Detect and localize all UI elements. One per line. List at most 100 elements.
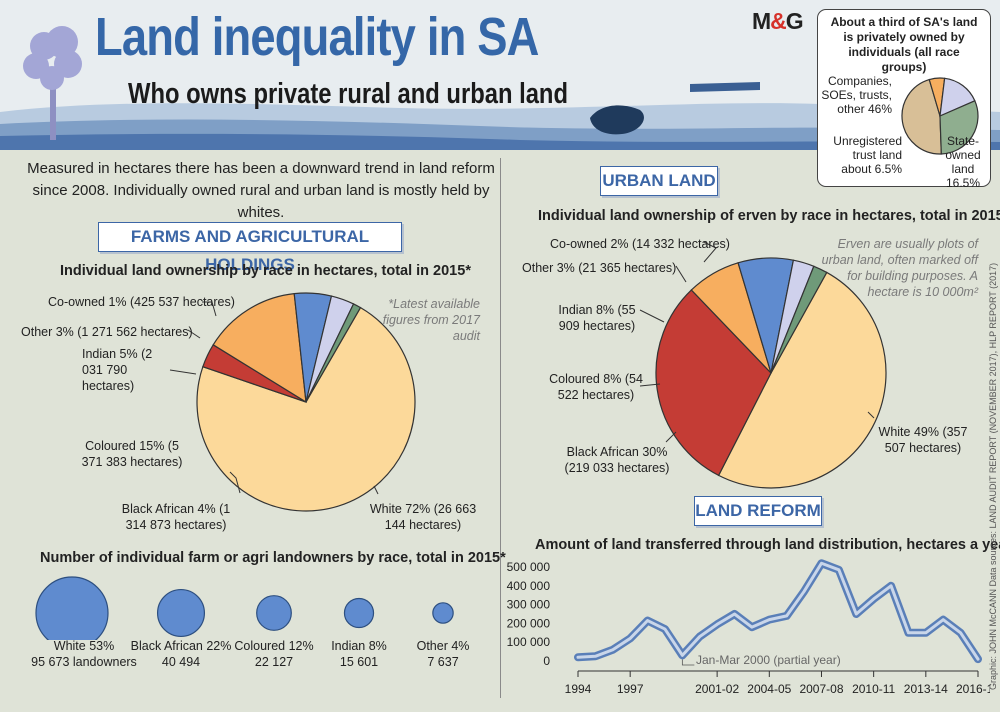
farms-section-title: FARMS AND AGRICULTURAL HOLDINGS <box>98 222 402 274</box>
farms-slice-white <box>196 306 416 512</box>
farms-slice-co-owned <box>305 303 362 403</box>
farms-leader-lines <box>169 301 379 495</box>
urban-chart-title: Individual land ownership of erven by ra… <box>538 208 1000 224</box>
urban-label-black: Black African 30% (219 033 hectares) <box>564 445 670 475</box>
farms-label-black: Black African 4% (1 314 873 hectares) <box>121 502 231 532</box>
page-subtitle: Who owns private rural and urban land <box>128 78 568 110</box>
landowner-label-coloured: Coloured 12% 22 127 <box>234 639 314 669</box>
inset-pie-chart <box>901 77 979 155</box>
farms-note: *Latest available figures from 2017 audi… <box>382 297 480 343</box>
data-point <box>698 635 701 638</box>
bubble-other <box>432 602 454 624</box>
intro-text: Measured in hectares there has been a do… <box>27 160 495 221</box>
farms-label-other: Other 3% (1 271 562 hectares) <box>21 325 193 339</box>
page-title: Land inequality in SA <box>95 7 539 67</box>
data-point <box>924 631 928 634</box>
urban-slice-co-owned <box>770 265 828 374</box>
x-tick-label: 2010-11 <box>852 682 895 696</box>
x-tick-label: 2007-08 <box>799 682 843 696</box>
data-point <box>646 619 649 622</box>
reform-annotation: Jan-Mar 2000 (partial year) <box>696 653 841 667</box>
x-tick-label: 2001-02 <box>695 682 739 696</box>
bubble-coloured <box>256 595 292 631</box>
data-point <box>576 656 580 659</box>
data-point <box>715 623 719 626</box>
tree-illustration <box>23 26 82 140</box>
farms-pie-chart <box>169 292 416 512</box>
reform-line-chart: 0 100 000 200 000 300 000 400 000 500 000 1994… <box>507 559 990 696</box>
landowner-label-black: Black African 22% 40 494 <box>130 639 232 669</box>
data-point <box>942 618 945 621</box>
x-tick-label: 1997 <box>617 682 644 696</box>
urban-label-coloured: Coloured 8% (54 522 hectares) <box>549 372 643 402</box>
series-line-outer <box>574 559 982 664</box>
y-tick-label: 500 000 <box>507 560 551 574</box>
source-credit: Graphic: JOHN McCANN Data sources: LAND … <box>988 262 998 690</box>
x-tick-label: 2004-05 <box>747 682 791 696</box>
inset-ownership-box: About a third of SA's land is privately … <box>817 9 991 190</box>
urban-label-other: Other 3% (21 365 hectares) <box>522 261 677 275</box>
inset-slice-companies-soes-trusts-other <box>901 78 942 155</box>
urban-slice-black-african <box>655 289 772 477</box>
y-tick-label: 200 000 <box>507 616 551 630</box>
urban-label-indian: Indian 8% (55 909 hectares) <box>558 303 636 333</box>
data-point <box>611 648 614 651</box>
series-line-inner <box>576 561 980 661</box>
x-tick-label: 2016-17 <box>956 682 990 696</box>
bubble-indian <box>343 597 375 629</box>
urban-note: Erven are usually plots of urban land, o… <box>821 237 978 299</box>
bubble-black-african <box>156 588 206 638</box>
urban-pie-chart <box>639 241 887 489</box>
data-point <box>681 654 684 657</box>
y-tick-label: 300 000 <box>507 598 551 612</box>
column-divider <box>500 158 501 698</box>
landowner-label-white: White 53% 95 673 landowners <box>31 639 137 669</box>
farms-label-indian: Indian 5% (2 031 790 hectares) <box>82 347 153 393</box>
y-tick-label: 400 000 <box>507 579 551 593</box>
data-point <box>785 614 788 618</box>
data-point <box>750 625 754 629</box>
data-point <box>872 597 875 601</box>
urban-label-coowned: Co-owned 2% (14 332 hectares) <box>550 237 730 251</box>
inset-label-state: State-owned land 16.5% <box>945 134 981 190</box>
data-point <box>855 612 858 616</box>
data-point <box>628 637 632 640</box>
data-point <box>820 562 823 565</box>
urban-label-white: White 49% (357 507 hectares) <box>878 425 968 455</box>
data-point <box>802 590 806 593</box>
landowner-label-other: Other 4% 7 637 <box>416 639 470 669</box>
y-tick-label: 100 000 <box>507 635 551 649</box>
inset-title: About a third of SA's land is privately … <box>830 15 978 74</box>
reform-chart-title: Amount of land transferred through land … <box>535 537 1000 553</box>
data-point <box>837 568 841 572</box>
annotation-leader <box>681 659 695 666</box>
bubble-white <box>35 576 109 640</box>
farms-chart-title: Individual land ownership by race in hec… <box>60 263 471 279</box>
data-point <box>733 612 736 616</box>
inset-slice-individuals <box>939 99 979 155</box>
y-tick-label: 0 <box>543 654 550 668</box>
x-tick-label: 1994 <box>565 682 592 696</box>
farms-label-coowned: Co-owned 1% (425 537 hectares) <box>48 295 235 309</box>
data-point <box>594 655 597 658</box>
data-point <box>959 631 962 634</box>
farms-label-coloured: Coloured 15% (5 371 383 hectares) <box>81 439 183 469</box>
reform-section-title: LAND REFORM <box>694 496 822 526</box>
farms-slice-coloured <box>212 292 307 404</box>
inset-label-unregistered: Unregistered trust land about 6.5% <box>833 134 902 176</box>
urban-leader-lines <box>639 241 875 443</box>
x-tick-label: 2013-14 <box>904 682 948 696</box>
publisher-logo: M&G <box>752 8 804 34</box>
farms-label-white: White 72% (26 663 144 hectares) <box>369 502 477 532</box>
landowner-bubble-chart <box>35 576 454 640</box>
inset-label-companies: Companies, SOEs, trusts, other 46% <box>821 74 892 116</box>
data-point <box>907 631 910 634</box>
landowner-label-indian: Indian 8% 15 601 <box>331 639 387 669</box>
urban-section-title: URBAN LAND <box>600 166 718 196</box>
urban-slice-white <box>717 271 887 489</box>
landowners-title: Number of individual farm or agri landow… <box>40 550 506 566</box>
data-point <box>976 657 980 661</box>
data-point <box>768 618 771 621</box>
data-point <box>663 627 667 631</box>
data-point <box>889 584 893 587</box>
